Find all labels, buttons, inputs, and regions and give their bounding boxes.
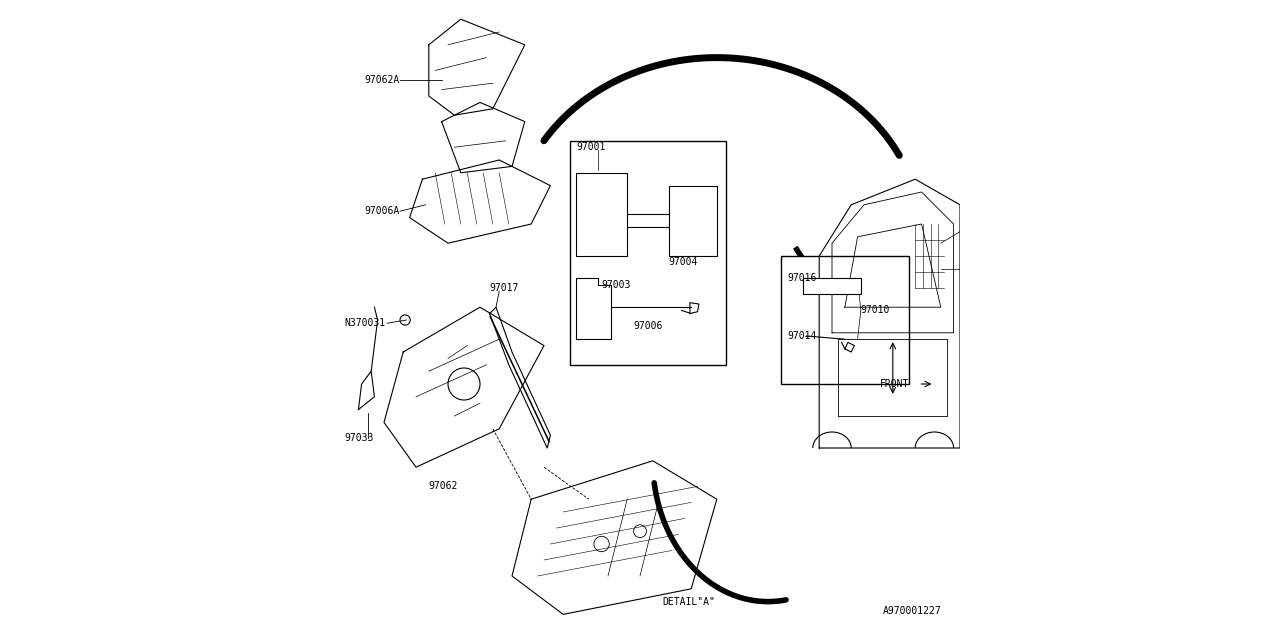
Text: 97004: 97004: [668, 257, 698, 268]
Text: 97003: 97003: [602, 280, 631, 290]
Bar: [781, 256, 909, 384]
Text: 97017: 97017: [490, 283, 518, 293]
Bar: [804, 278, 861, 294]
Bar: [576, 173, 627, 256]
Text: 97016: 97016: [787, 273, 817, 284]
Text: 97010: 97010: [860, 305, 890, 316]
Text: 97006A: 97006A: [365, 206, 401, 216]
Text: 97062A: 97062A: [365, 75, 401, 85]
Text: DETAIL"A": DETAIL"A": [663, 596, 716, 607]
Text: 97006: 97006: [634, 321, 663, 332]
Text: 97014: 97014: [787, 331, 817, 341]
Text: FRONT: FRONT: [881, 379, 909, 389]
Text: 97033: 97033: [344, 433, 374, 444]
Bar: [570, 141, 727, 365]
Text: A970001227: A970001227: [883, 606, 942, 616]
Text: N370031: N370031: [344, 318, 385, 328]
Bar: [668, 186, 717, 256]
Text: 97062: 97062: [429, 481, 458, 492]
Text: 97001: 97001: [576, 142, 605, 152]
